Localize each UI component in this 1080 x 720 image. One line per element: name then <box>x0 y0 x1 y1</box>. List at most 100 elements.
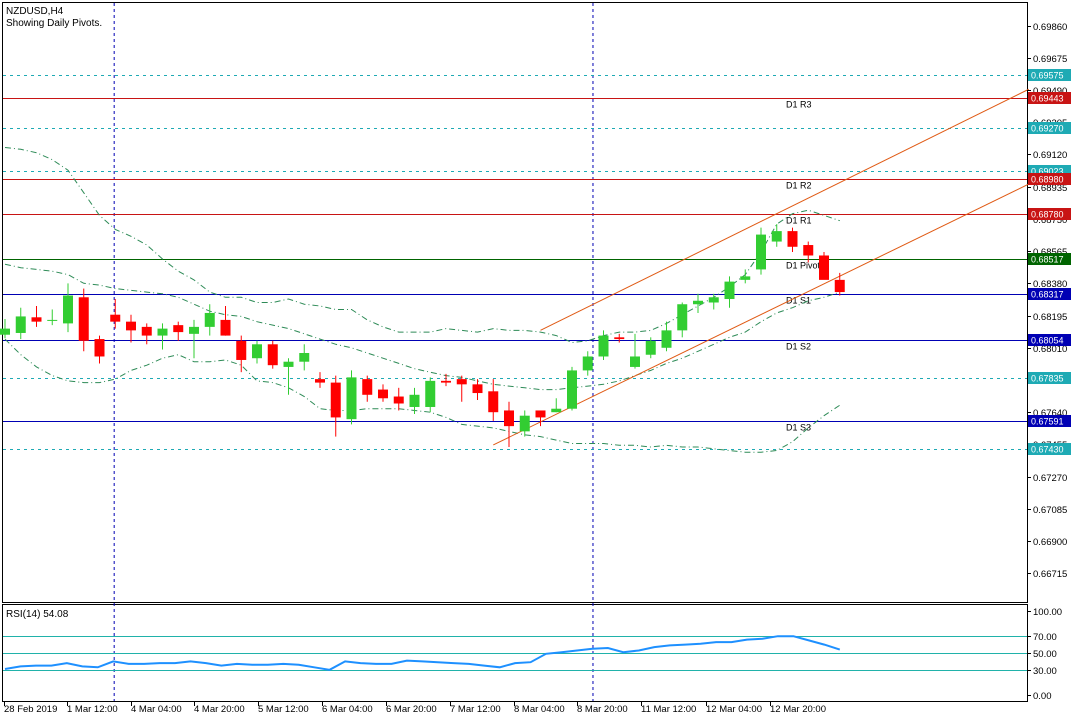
candle-body <box>488 391 499 413</box>
time-tick-label-10: 11 Mar 12:00 <box>641 704 696 715</box>
chart-subtitle: Showing Daily Pivots. <box>6 18 102 29</box>
time-tick-label-2: 4 Mar 04:00 <box>131 704 182 715</box>
candle <box>771 224 782 247</box>
candle <box>315 372 325 388</box>
candle-body <box>771 231 782 242</box>
level-price-tags: 0.69575 0.69270 0.69023 0.67835 0.67430 0.694… <box>1028 69 1071 455</box>
candle-body <box>0 328 10 335</box>
candle-body <box>63 295 73 324</box>
pivot-tag-0-box <box>1028 92 1071 104</box>
candle-body <box>582 356 593 371</box>
price-tick-label-14: 0.67270 <box>1033 473 1067 484</box>
candle <box>236 335 247 373</box>
candle-body <box>47 319 58 321</box>
candle-body <box>693 300 703 305</box>
pivot-tag-5-text: 0.68054 <box>1031 336 1064 346</box>
candle <box>756 227 766 275</box>
price-tick-label-16: 0.66900 <box>1033 537 1067 548</box>
rsi-tick-label-4: 0.00 <box>1033 691 1052 702</box>
candle <box>362 375 373 402</box>
candle-body <box>598 335 609 357</box>
lower-band-line <box>4 338 841 453</box>
time-tick-label-5: 6 Mar 04:00 <box>322 704 373 715</box>
candle <box>519 410 530 437</box>
candle <box>724 276 735 308</box>
candle <box>582 351 593 376</box>
candle <box>204 304 215 336</box>
candle <box>157 323 168 350</box>
rsi-line <box>4 635 841 671</box>
candle-body <box>787 231 798 247</box>
pivot-tag-1-box <box>1028 173 1071 185</box>
candle <box>803 241 814 263</box>
candle <box>535 410 546 427</box>
candle-body <box>15 316 26 333</box>
time-tick-label-3: 4 Mar 20:00 <box>194 704 245 715</box>
price-tick-label-5: 0.68935 <box>1033 183 1067 194</box>
candle <box>551 398 562 413</box>
time-tick-label-7: 7 Mar 12:00 <box>450 704 501 715</box>
time-tick-label-8: 8 Mar 04:00 <box>514 704 565 715</box>
candle-body <box>803 245 814 256</box>
pivot-tag-6-text: 0.67591 <box>1031 417 1064 427</box>
pivot-tag-0-text: 0.69443 <box>1031 94 1064 104</box>
candle <box>299 344 310 371</box>
pivot-label-3: D1 Pivot <box>786 261 821 271</box>
candle <box>378 384 388 402</box>
candle <box>330 375 341 437</box>
aux-tag-3-text: 0.67835 <box>1031 374 1064 384</box>
pivot-tag-2-text: 0.68780 <box>1031 210 1064 220</box>
candle-body <box>551 408 562 413</box>
candle-body <box>315 379 325 383</box>
time-tick-label-6: 6 Mar 20:00 <box>386 704 437 715</box>
candle-body <box>614 337 625 340</box>
candle-body <box>724 281 735 300</box>
rsi-tick-label-0: 100.00 <box>1033 607 1062 618</box>
candle <box>63 283 73 333</box>
candle <box>220 305 231 336</box>
candle-body <box>236 340 247 360</box>
price-tick-label-7: 0.68565 <box>1033 247 1067 258</box>
candle <box>252 340 262 364</box>
candle-body <box>362 379 373 395</box>
candle <box>567 366 577 411</box>
candle <box>126 314 136 343</box>
candle <box>598 330 609 360</box>
candle-body <box>756 234 766 270</box>
rsi-indicator: RSI(14) 54.08 100.00 70.00 50.00 30.00 0.00 <box>3 607 1062 702</box>
candle <box>189 319 199 359</box>
candle-body <box>425 380 436 407</box>
candlesticks <box>0 224 845 448</box>
price-tick-label-2: 0.69490 <box>1033 86 1067 97</box>
middle-band-line <box>4 263 840 391</box>
candle <box>0 319 10 339</box>
time-tick-label-0: 28 Feb 2019 <box>4 704 57 715</box>
candle <box>31 305 42 327</box>
price-tick-label-17: 0.66715 <box>1033 569 1067 580</box>
pivot-label-6: D1 S3 <box>786 423 811 433</box>
candle-body <box>661 330 672 348</box>
pivot-tag-1-text: 0.68980 <box>1031 175 1064 185</box>
candle-body <box>94 339 105 357</box>
candle-body <box>535 410 546 418</box>
price-tick-label-6: 0.68750 <box>1033 215 1067 226</box>
time-tick-label-12: 12 Mar 20:00 <box>770 704 826 715</box>
time-axis: 28 Feb 2019 1 Mar 12:00 4 Mar 04:00 4 Mar 2… <box>4 702 826 715</box>
aux-tag-0-text: 0.69575 <box>1031 71 1064 81</box>
candle-body <box>630 356 640 367</box>
rsi-tick-label-3: 30.00 <box>1033 666 1057 677</box>
aux-tag-0-box <box>1028 69 1071 81</box>
main-chart-frame <box>2 2 1028 603</box>
pivot-tag-4-text: 0.68317 <box>1031 290 1064 300</box>
candle-body <box>567 370 577 409</box>
pivot-tag-6-box <box>1028 415 1071 427</box>
candle <box>441 373 451 387</box>
candle-body <box>157 328 168 336</box>
aux-tag-4-text: 0.67430 <box>1031 445 1064 455</box>
candle-body <box>267 344 278 366</box>
candle-body <box>252 344 262 359</box>
aux-tag-1-text: 0.69270 <box>1031 124 1064 134</box>
candle-body <box>409 394 420 407</box>
candle <box>645 337 656 359</box>
